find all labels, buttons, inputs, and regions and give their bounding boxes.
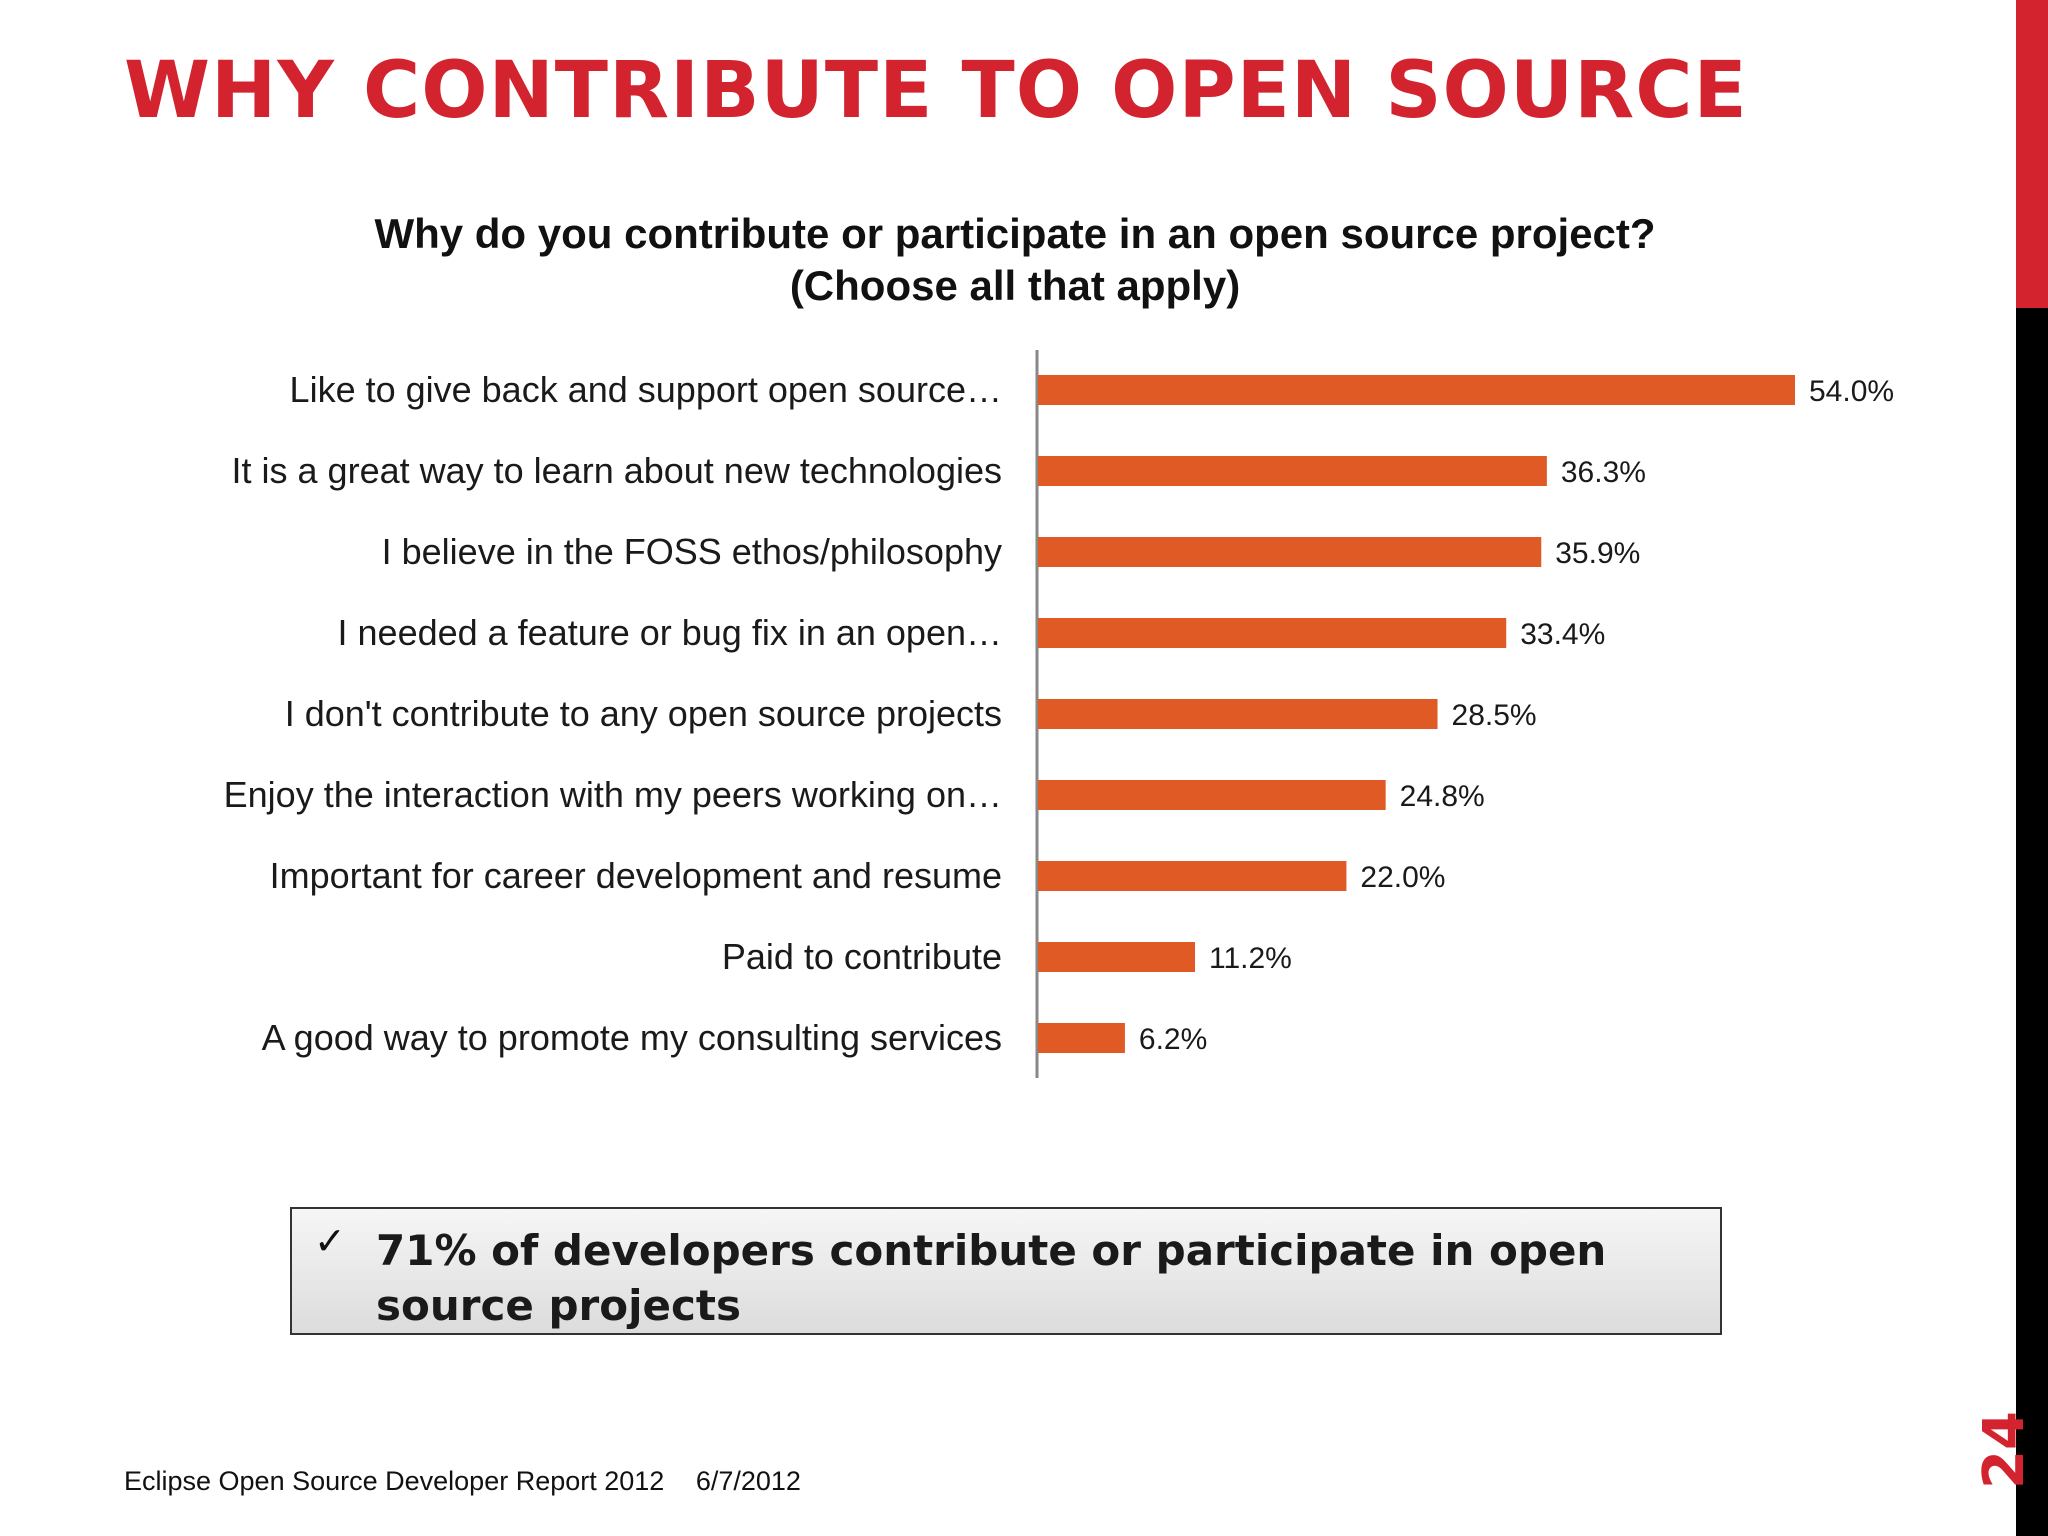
value-label: 22.0% [1360, 861, 1445, 894]
category-label: I believe in the FOSS ethos/philosophy [382, 531, 1002, 572]
bar [1038, 537, 1542, 567]
value-label: 24.8% [1400, 780, 1485, 813]
category-label: A good way to promote my consulting serv… [262, 1017, 1002, 1058]
page-number: 24 [1972, 1411, 2037, 1489]
category-label: Like to give back and support open sourc… [290, 369, 1002, 410]
footer: Eclipse Open Source Developer Report 201… [124, 1466, 801, 1497]
footer-source: Eclipse Open Source Developer Report 201… [124, 1466, 665, 1496]
bar [1038, 942, 1196, 972]
bar [1038, 618, 1507, 648]
bar [1038, 861, 1347, 891]
chart-title-line-2: (Choose all that apply) [789, 262, 1241, 309]
sidebar-accent-red [2016, 0, 2048, 308]
value-label: 11.2% [1209, 942, 1292, 975]
category-label: It is a great way to learn about new tec… [232, 450, 1002, 491]
callout-text: 71% of developers contribute or particip… [376, 1226, 1607, 1330]
bar [1038, 1023, 1125, 1053]
category-label: Paid to contribute [722, 936, 1002, 977]
value-label: 6.2% [1139, 1023, 1207, 1056]
bars-group: Like to give back and support open sourc… [224, 369, 1894, 1058]
bar [1038, 375, 1795, 405]
checkmark-icon: ✓ [314, 1219, 346, 1263]
bar [1038, 780, 1386, 810]
value-label: 28.5% [1452, 699, 1537, 732]
value-label: 33.4% [1520, 618, 1605, 651]
chart-title-line-1: Why do you contribute or participate in … [374, 210, 1656, 257]
chart-title: Why do you contribute or participate in … [230, 208, 1800, 312]
sidebar-accent-black [2016, 308, 2048, 1536]
slide-title: WHY CONTRIBUTE TO OPEN SOURCE [124, 46, 1748, 136]
value-label: 36.3% [1561, 456, 1646, 489]
category-label: I needed a feature or bug fix in an open… [338, 612, 1002, 653]
value-label: 54.0% [1809, 375, 1894, 408]
bar [1038, 699, 1438, 729]
footer-date: 6/7/2012 [695, 1466, 801, 1496]
bar-chart: Like to give back and support open sourc… [224, 350, 1894, 1078]
category-label: I don't contribute to any open source pr… [285, 693, 1002, 734]
summary-callout: ✓ 71% of developers contribute or partic… [290, 1207, 1722, 1335]
category-label: Important for career development and res… [270, 855, 1002, 896]
value-label: 35.9% [1555, 537, 1640, 570]
category-label: Enjoy the interaction with my peers work… [224, 774, 1002, 815]
bar [1038, 456, 1547, 486]
